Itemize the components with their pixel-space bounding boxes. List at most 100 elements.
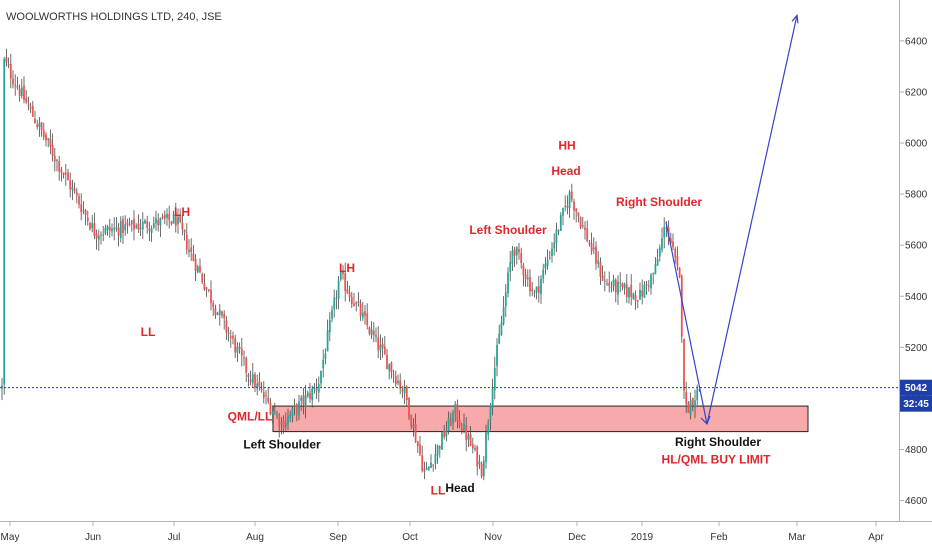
candle-body bbox=[60, 169, 63, 173]
candle-body bbox=[438, 446, 441, 449]
projection-path bbox=[665, 15, 798, 425]
candle-body bbox=[100, 234, 102, 236]
candle-body bbox=[276, 414, 278, 416]
y-tick-label: 6000 bbox=[905, 139, 928, 150]
candle-body bbox=[51, 144, 54, 157]
candle-body bbox=[623, 283, 626, 289]
candle-body bbox=[392, 374, 395, 376]
candle-body bbox=[262, 392, 265, 398]
candle-body bbox=[511, 250, 514, 264]
candle-body bbox=[168, 213, 171, 221]
candle-body bbox=[669, 237, 672, 244]
candle-body bbox=[408, 397, 410, 417]
x-tick-label: Apr bbox=[868, 532, 884, 543]
candle-body bbox=[535, 286, 538, 293]
candle-body bbox=[300, 397, 303, 401]
candle-body bbox=[205, 287, 208, 289]
candle-body bbox=[196, 266, 199, 273]
candle-body bbox=[14, 84, 17, 86]
candle-body bbox=[504, 292, 507, 307]
candle-body bbox=[229, 336, 232, 338]
candle-body bbox=[227, 332, 230, 334]
candle-body bbox=[25, 98, 28, 103]
candle-body bbox=[531, 289, 534, 292]
candle-body bbox=[500, 322, 503, 335]
y-tick-label: 5200 bbox=[905, 343, 928, 354]
candle-body bbox=[421, 455, 424, 471]
y-tick-label: 5800 bbox=[905, 190, 928, 201]
candle-body bbox=[194, 258, 197, 272]
candle-body bbox=[658, 247, 661, 257]
projection-arrowhead bbox=[700, 415, 711, 426]
candle-body bbox=[478, 461, 481, 465]
candle-body bbox=[619, 282, 622, 284]
chart-title: WOOLWORTHS HOLDINGS LTD, 240, JSE bbox=[6, 11, 222, 23]
candle-body bbox=[634, 295, 637, 302]
candle-body bbox=[128, 224, 131, 226]
candle-body bbox=[104, 227, 107, 234]
candle-body bbox=[95, 233, 98, 239]
candle-body bbox=[570, 191, 573, 200]
candle-body bbox=[106, 226, 109, 231]
candle-body bbox=[687, 402, 690, 413]
candle-body bbox=[240, 348, 243, 356]
candle-body bbox=[518, 249, 520, 253]
candle-body bbox=[386, 354, 388, 369]
annotation-label: Right Shoulder bbox=[675, 435, 761, 449]
candle-body bbox=[394, 376, 397, 385]
candle-body bbox=[7, 64, 10, 66]
candle-body bbox=[485, 432, 487, 462]
candle-body bbox=[284, 422, 287, 428]
candle-body bbox=[689, 400, 692, 416]
candle-body bbox=[232, 335, 234, 339]
candle-body bbox=[573, 201, 575, 211]
candle-body bbox=[304, 395, 307, 407]
candle-body bbox=[643, 284, 646, 298]
candle-body bbox=[49, 138, 52, 147]
candle-body bbox=[467, 435, 470, 440]
candle-body bbox=[399, 380, 402, 389]
candle-body bbox=[102, 234, 105, 236]
candle-body bbox=[313, 388, 316, 390]
candle-body bbox=[328, 319, 331, 333]
candle-body bbox=[449, 418, 452, 426]
annotation-label: Head bbox=[551, 164, 580, 178]
candle-body bbox=[236, 346, 239, 353]
candle-body bbox=[317, 384, 320, 393]
x-tick-label: Dec bbox=[568, 532, 586, 543]
candle-body bbox=[221, 311, 223, 316]
candle-body bbox=[544, 263, 547, 269]
candle-body bbox=[212, 302, 215, 308]
candle-body bbox=[150, 228, 153, 233]
candle-body bbox=[133, 218, 135, 230]
y-tick-label: 6400 bbox=[905, 36, 928, 47]
candle-body bbox=[414, 423, 417, 442]
candle-body bbox=[366, 313, 369, 326]
candle-body bbox=[163, 215, 166, 219]
candle-body bbox=[460, 428, 463, 431]
candle-body bbox=[423, 469, 426, 472]
candle-body bbox=[645, 284, 648, 286]
candle-body bbox=[410, 414, 413, 426]
candle-body bbox=[199, 266, 201, 273]
x-tick-label: Jul bbox=[168, 532, 181, 543]
candle-body bbox=[293, 405, 296, 407]
annotation-label: HH bbox=[558, 139, 575, 153]
candle-body bbox=[355, 302, 358, 305]
projection-arrowhead bbox=[791, 13, 799, 24]
candle-body bbox=[69, 180, 72, 190]
candle-body bbox=[458, 420, 461, 426]
candle-body bbox=[526, 277, 529, 280]
candle-body bbox=[97, 236, 100, 240]
candle-body bbox=[493, 368, 496, 391]
candle-body bbox=[656, 259, 659, 266]
candle-body bbox=[84, 210, 87, 216]
candle-body bbox=[62, 172, 65, 175]
candle-body bbox=[595, 246, 597, 264]
candle-body bbox=[381, 343, 384, 348]
candle-body bbox=[463, 424, 465, 430]
candle-body bbox=[383, 346, 386, 355]
candle-body bbox=[348, 292, 351, 297]
candle-body bbox=[465, 425, 468, 441]
candle-body bbox=[122, 219, 124, 234]
